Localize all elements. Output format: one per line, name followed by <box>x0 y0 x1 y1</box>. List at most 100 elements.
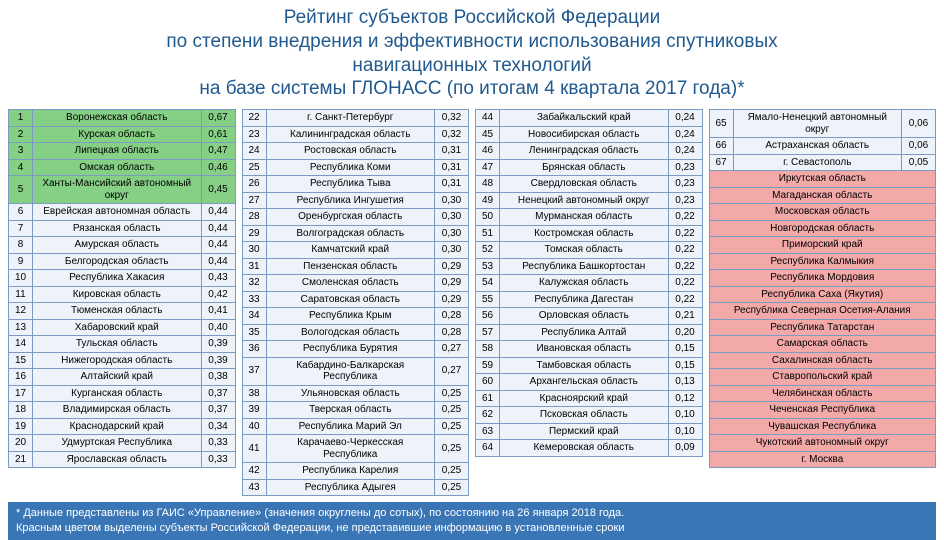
score-value: 0,30 <box>435 192 469 209</box>
table-row: 23Калининградская область0,32 <box>242 126 469 143</box>
score-value: 0,44 <box>201 220 235 237</box>
score-value: 0,23 <box>668 176 702 193</box>
score-value: 0,30 <box>435 242 469 259</box>
table-row: Республика Калмыкия <box>709 253 936 270</box>
table-row: 37Кабардино-Балкарская Республика0,27 <box>242 357 469 385</box>
table-row: 36Республика Бурятия0,27 <box>242 341 469 358</box>
region-name: Ханты-Мансийский автономный округ <box>33 176 202 204</box>
rank-number: 51 <box>476 225 500 242</box>
region-name: Чувашская Республика <box>709 418 936 435</box>
region-name: Карачаево-Черкесская Республика <box>266 435 435 463</box>
region-name: Республика Ингушетия <box>266 192 435 209</box>
region-name: Республика Алтай <box>500 324 669 341</box>
region-name: Хабаровский край <box>33 319 202 336</box>
region-name: Нижегородская область <box>33 352 202 369</box>
region-name: Ярославская область <box>33 451 202 468</box>
region-name: Кабардино-Балкарская Республика <box>266 357 435 385</box>
score-value: 0,37 <box>201 402 235 419</box>
score-value: 0,39 <box>201 336 235 353</box>
table-row: 55Республика Дагестан0,22 <box>476 291 703 308</box>
rank-number: 59 <box>476 357 500 374</box>
footnote: * Данные представлены из ГАИС «Управлени… <box>8 502 936 540</box>
table-row: 66Астраханская область0,06 <box>709 138 936 155</box>
rank-number: 2 <box>9 126 33 143</box>
score-value: 0,22 <box>668 225 702 242</box>
region-name: Чукотский автономный округ <box>709 435 936 452</box>
table-row: 2Курская область0,61 <box>9 126 236 143</box>
table-row: 11Кировская область0,42 <box>9 286 236 303</box>
score-value: 0,43 <box>201 270 235 287</box>
table-row: Ставропольский край <box>709 369 936 386</box>
region-name: Ленинградская область <box>500 143 669 160</box>
region-name: Рязанская область <box>33 220 202 237</box>
rank-number: 62 <box>476 407 500 424</box>
table-row: 48Свердловская область0,23 <box>476 176 703 193</box>
table-row: 50Мурманская область0,22 <box>476 209 703 226</box>
score-value: 0,25 <box>435 435 469 463</box>
table-row: 33Саратовская область0,29 <box>242 291 469 308</box>
region-name: Костромская область <box>500 225 669 242</box>
table-row: 22г. Санкт-Петербург0,32 <box>242 110 469 127</box>
region-name: Ставропольский край <box>709 369 936 386</box>
rank-number: 16 <box>9 369 33 386</box>
score-value: 0,32 <box>435 110 469 127</box>
region-name: Омская область <box>33 159 202 176</box>
rank-number: 49 <box>476 192 500 209</box>
table-row: Чукотский автономный округ <box>709 435 936 452</box>
region-name: Республика Коми <box>266 159 435 176</box>
region-name: Свердловская область <box>500 176 669 193</box>
score-value: 0,29 <box>435 291 469 308</box>
table-row: 28Оренбургская область0,30 <box>242 209 469 226</box>
table-row: 54Калужская область0,22 <box>476 275 703 292</box>
table-row: 30Камчатский край0,30 <box>242 242 469 259</box>
table-row: 61Красноярский край0,12 <box>476 390 703 407</box>
rank-number: 41 <box>242 435 266 463</box>
region-name: Тамбовская область <box>500 357 669 374</box>
region-name: Республика Мордовия <box>709 270 936 287</box>
table-row: 1Воронежская область0,67 <box>9 110 236 127</box>
table-row: 4Омская область0,46 <box>9 159 236 176</box>
table-row: г. Москва <box>709 451 936 468</box>
score-value: 0,06 <box>902 110 936 138</box>
region-name: г. Санкт-Петербург <box>266 110 435 127</box>
region-name: Челябинская область <box>709 385 936 402</box>
rank-number: 13 <box>9 319 33 336</box>
score-value: 0,41 <box>201 303 235 320</box>
region-name: г. Севастополь <box>733 154 902 171</box>
score-value: 0,38 <box>201 369 235 386</box>
rank-number: 25 <box>242 159 266 176</box>
region-name: Пензенская область <box>266 258 435 275</box>
region-name: Республика Крым <box>266 308 435 325</box>
table-row: Республика Мордовия <box>709 270 936 287</box>
rank-number: 34 <box>242 308 266 325</box>
rank-number: 33 <box>242 291 266 308</box>
rank-number: 11 <box>9 286 33 303</box>
score-value: 0,67 <box>201 110 235 127</box>
region-name: Краснодарский край <box>33 418 202 435</box>
table-row: 56Орловская область0,21 <box>476 308 703 325</box>
region-name: Воронежская область <box>33 110 202 127</box>
table-row: 34Республика Крым0,28 <box>242 308 469 325</box>
column-2: 22г. Санкт-Петербург0,3223Калининградска… <box>242 109 470 496</box>
table-row: 16Алтайский край0,38 <box>9 369 236 386</box>
table-row: Республика Саха (Якутия) <box>709 286 936 303</box>
table-row: 17Курганская область0,37 <box>9 385 236 402</box>
score-value: 0,42 <box>201 286 235 303</box>
region-name: Брянская область <box>500 159 669 176</box>
rank-number: 66 <box>709 138 733 155</box>
region-name: Тюменская область <box>33 303 202 320</box>
score-value: 0,27 <box>435 357 469 385</box>
table-row: Иркутская область <box>709 171 936 188</box>
rank-number: 50 <box>476 209 500 226</box>
table-row: 14Тульская область0,39 <box>9 336 236 353</box>
table-row: 12Тюменская область0,41 <box>9 303 236 320</box>
table-row: 6Еврейская автономная область0,44 <box>9 204 236 221</box>
table-row: 20Удмуртская Республика0,33 <box>9 435 236 452</box>
score-value: 0,22 <box>668 209 702 226</box>
region-name: Псковская область <box>500 407 669 424</box>
score-value: 0,25 <box>435 418 469 435</box>
table-row: 41Карачаево-Черкесская Республика0,25 <box>242 435 469 463</box>
rank-number: 24 <box>242 143 266 160</box>
rank-number: 22 <box>242 110 266 127</box>
region-name: Пермский край <box>500 423 669 440</box>
